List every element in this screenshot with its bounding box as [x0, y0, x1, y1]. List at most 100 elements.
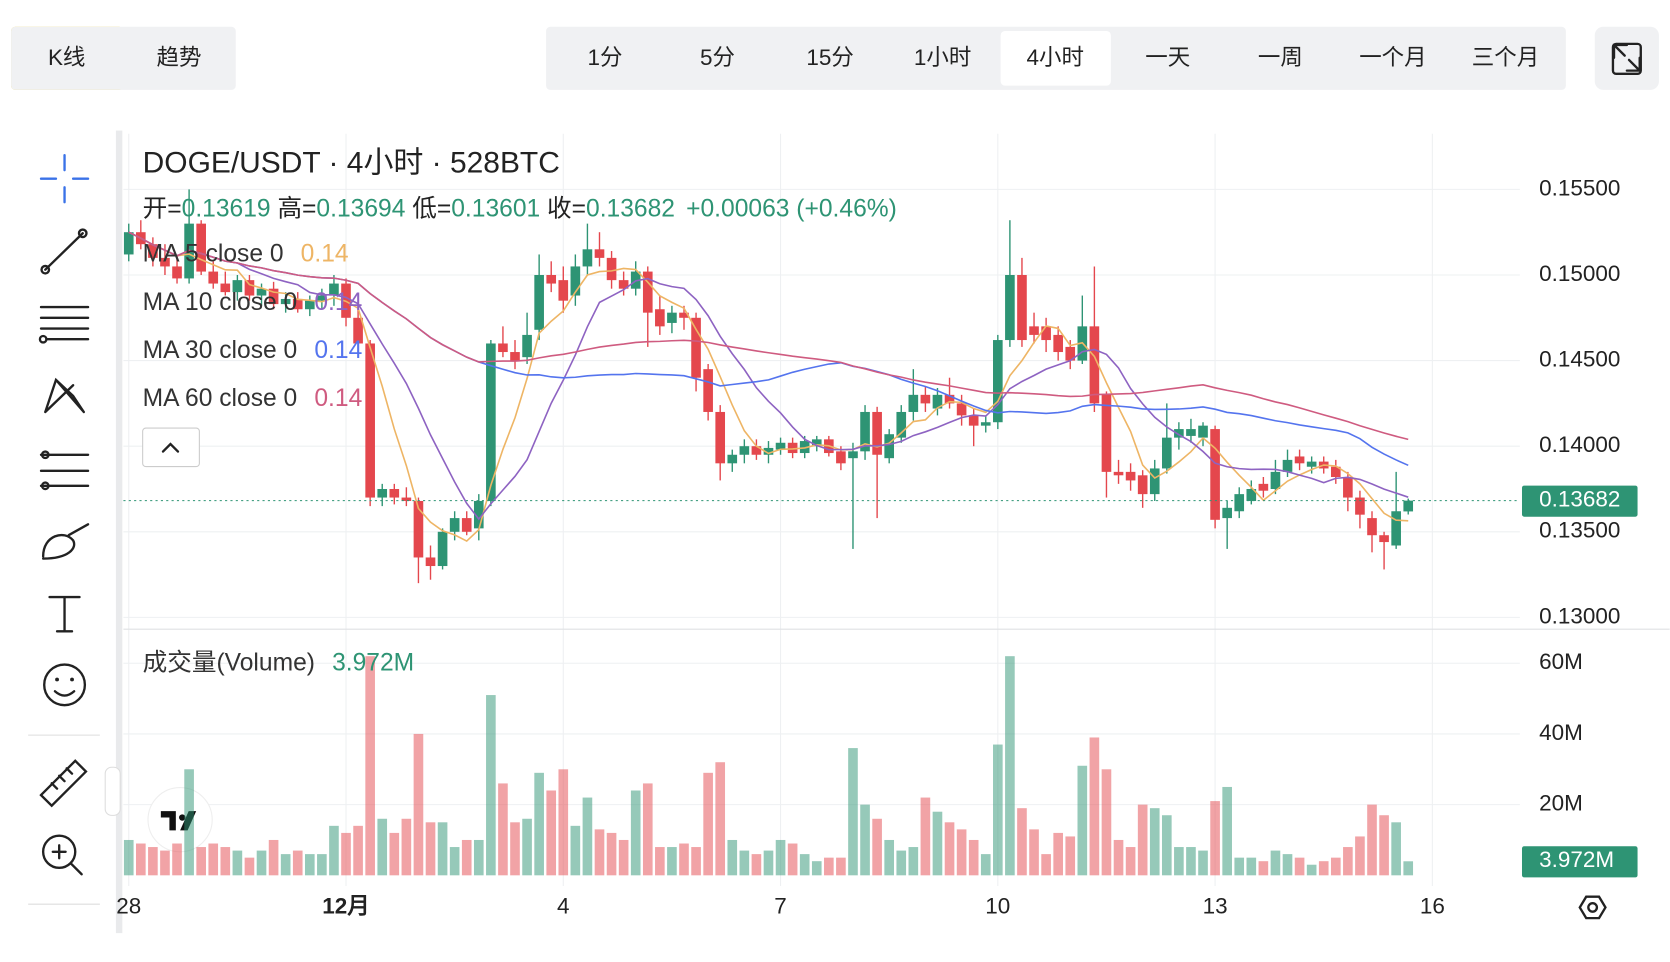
interval-tab[interactable]: 4小时	[1027, 45, 1084, 70]
volume-bar	[1065, 836, 1076, 876]
text-tool[interactable]	[48, 595, 81, 633]
volume-bar	[1174, 847, 1184, 876]
ma-legend-label: MA 5 close 0	[143, 240, 284, 267]
ma-legend-value: 0.14	[301, 240, 349, 267]
candle-body	[751, 446, 762, 455]
candle-body	[618, 280, 629, 289]
volume-bar	[304, 854, 315, 876]
volume-bar	[292, 850, 303, 876]
emoji-tool[interactable]	[43, 663, 87, 707]
collapse-button[interactable]	[142, 427, 200, 468]
zoom-tool[interactable]	[41, 834, 77, 870]
volume-bar	[401, 818, 412, 876]
candle-body	[208, 271, 219, 284]
candle-body	[522, 334, 532, 358]
ohlc-key: 开=	[143, 195, 182, 222]
volume-bar	[1403, 861, 1414, 876]
interval-tab[interactable]: 1分	[587, 45, 622, 70]
volume-bar	[389, 832, 400, 876]
volume-bar	[461, 839, 472, 876]
line-dot	[77, 228, 88, 239]
mode-switch	[11, 26, 236, 90]
volume-bar	[655, 847, 665, 876]
y-tick-label: 0.15500	[1539, 175, 1620, 200]
candle-body	[172, 266, 182, 279]
candle-body	[534, 274, 544, 330]
candle-body	[655, 309, 665, 327]
volume-bar	[1053, 832, 1063, 876]
volume-bar	[546, 790, 557, 876]
chart-title: DOGE/USDT · 4小时 · 528BTC	[143, 147, 560, 180]
candle-body	[1113, 471, 1124, 476]
volume-bar	[1149, 808, 1160, 876]
candle-body	[679, 312, 689, 318]
candle-body	[377, 488, 388, 498]
candle-body	[1379, 535, 1389, 543]
ohlc-gap	[271, 195, 278, 222]
ohlc-value: 0.13619	[182, 195, 271, 222]
brush-tool[interactable]	[41, 523, 90, 560]
last-price-label: 0.13682	[1539, 487, 1620, 512]
interval-tab[interactable]: 5分	[700, 45, 735, 70]
interval-tab[interactable]: 三个月	[1472, 45, 1539, 70]
volume-bar	[1306, 864, 1317, 876]
interval-tab[interactable]: 一个月	[1359, 45, 1426, 70]
volume-bar	[377, 818, 388, 876]
volume-bar	[582, 797, 593, 876]
volume-bar	[244, 857, 255, 876]
mode-tab[interactable]: 趋势	[157, 45, 202, 70]
fullscreen-button[interactable]	[1594, 26, 1659, 90]
line-tool[interactable]	[44, 232, 84, 271]
candle-body	[1294, 456, 1305, 464]
pattern-tool[interactable]	[44, 377, 85, 414]
candle-body	[763, 447, 774, 455]
candle-body	[1161, 437, 1172, 469]
tv-logo-dot	[179, 814, 186, 821]
volume-bar	[860, 804, 870, 876]
y-tick-label: 0.13000	[1539, 603, 1620, 628]
candle-body	[196, 223, 206, 272]
volume-bar	[1294, 857, 1305, 876]
fib-tool[interactable]	[39, 305, 90, 341]
interval-tab[interactable]: 一周	[1258, 45, 1303, 70]
candle-body	[811, 439, 822, 447]
volume-bar	[256, 850, 267, 876]
candle-body	[389, 488, 400, 498]
mode-tab[interactable]: K线	[48, 45, 85, 70]
crosshair-tool[interactable]	[39, 153, 90, 204]
x-tick-label: 28	[116, 893, 141, 918]
ma-legend-value: 0.14	[314, 288, 362, 315]
candle-body	[1053, 334, 1063, 353]
plot	[123, 189, 1520, 876]
active-interval[interactable]	[1000, 31, 1111, 86]
candle-body	[703, 369, 713, 412]
settings-button[interactable]	[1578, 895, 1607, 920]
volume-bar	[317, 854, 327, 876]
candle-body	[1222, 507, 1232, 519]
candle-body	[558, 280, 569, 301]
volume-bar	[1379, 815, 1389, 876]
interval-tab[interactable]: 一天	[1145, 45, 1190, 70]
ohlc-change: +0.00063 (+0.46%)	[686, 195, 897, 222]
candle-body	[582, 249, 593, 267]
candle-body	[353, 317, 363, 344]
ruler-tool[interactable]	[39, 759, 88, 808]
y-tick-label: 0.14000	[1539, 432, 1620, 457]
projection-tool[interactable]	[39, 453, 90, 487]
candle-body	[1149, 468, 1160, 495]
x-tick-label: 10	[985, 893, 1010, 918]
interval-tab[interactable]: 15分	[806, 45, 853, 70]
candle-body	[799, 441, 810, 454]
volume-bar	[775, 839, 786, 876]
interval-tab[interactable]: 1小时	[914, 45, 971, 70]
volume-bar	[824, 857, 834, 876]
volume-bar	[123, 839, 134, 876]
candle-body	[775, 442, 786, 450]
panel-toggle[interactable]	[104, 766, 121, 816]
volume-bar	[932, 811, 943, 876]
volume-tick-label: 60M	[1539, 649, 1583, 674]
volume-bar	[534, 772, 544, 876]
volume-bar	[908, 847, 919, 876]
candle-body	[1041, 326, 1051, 341]
candle-body	[1355, 497, 1365, 515]
